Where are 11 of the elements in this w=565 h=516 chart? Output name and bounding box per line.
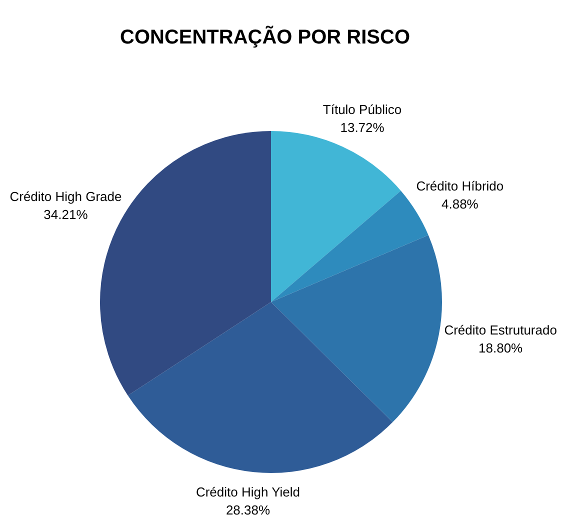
data-label: 28.38% [226, 502, 270, 516]
data-label: 13.72% [340, 120, 385, 135]
chart-title: CONCENTRAÇÃO POR RISCO [120, 26, 410, 49]
data-label: 18.80% [478, 340, 524, 356]
slice-label: Título Público [322, 102, 402, 117]
slice-label: Crédito Híbrido [416, 178, 504, 194]
slice-label: Crédito High Yield [196, 484, 300, 500]
slice-label: Crédito Estruturado [444, 322, 557, 338]
data-label: 4.88% [441, 196, 479, 212]
slice-label: Crédito High Grade [10, 188, 122, 204]
data-label: 34.21% [44, 206, 88, 222]
